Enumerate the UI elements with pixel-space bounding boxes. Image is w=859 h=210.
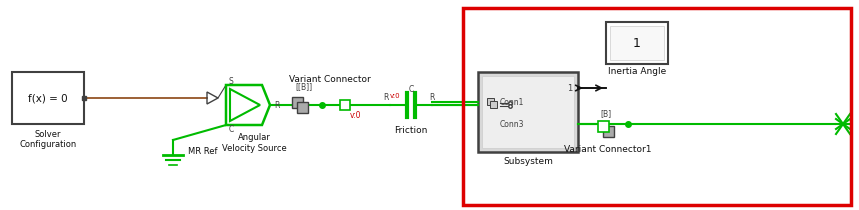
Text: [B]: [B]: [600, 109, 612, 118]
Bar: [478, 72, 578, 152]
Text: Variant Connector1: Variant Connector1: [564, 144, 652, 154]
Bar: [463, 8, 851, 205]
Text: 1: 1: [633, 37, 641, 50]
Text: Variant Connector: Variant Connector: [289, 75, 371, 84]
Bar: [490, 101, 497, 108]
Text: f(x) = 0: f(x) = 0: [28, 93, 68, 103]
Bar: [340, 100, 350, 110]
Text: v:0: v:0: [350, 110, 362, 119]
Text: Angular
Velocity Source: Angular Velocity Source: [222, 133, 286, 153]
Bar: [487, 98, 494, 105]
Text: Subsystem: Subsystem: [503, 156, 553, 165]
Bar: [12, 72, 84, 124]
Text: S: S: [228, 76, 234, 85]
Bar: [606, 22, 668, 64]
Text: MR Ref: MR Ref: [188, 147, 217, 155]
Text: R: R: [274, 101, 279, 109]
Text: C: C: [228, 125, 234, 134]
Text: Solver
Configuration: Solver Configuration: [20, 130, 76, 149]
Text: 1: 1: [567, 84, 572, 92]
Text: [[B]]: [[B]]: [295, 83, 313, 92]
Bar: [297, 102, 308, 113]
Text: Conn1: Conn1: [500, 97, 524, 106]
Bar: [603, 126, 614, 137]
Bar: [292, 97, 303, 108]
Text: v:0: v:0: [390, 93, 400, 99]
Bar: [610, 26, 664, 60]
Text: C: C: [408, 84, 414, 93]
Bar: [482, 76, 574, 148]
Text: Inertia Angle: Inertia Angle: [608, 67, 666, 76]
Text: R: R: [429, 92, 435, 101]
Text: Conn3: Conn3: [500, 119, 525, 129]
Bar: [598, 121, 609, 132]
Text: Friction: Friction: [394, 126, 428, 134]
Text: R: R: [383, 92, 388, 101]
